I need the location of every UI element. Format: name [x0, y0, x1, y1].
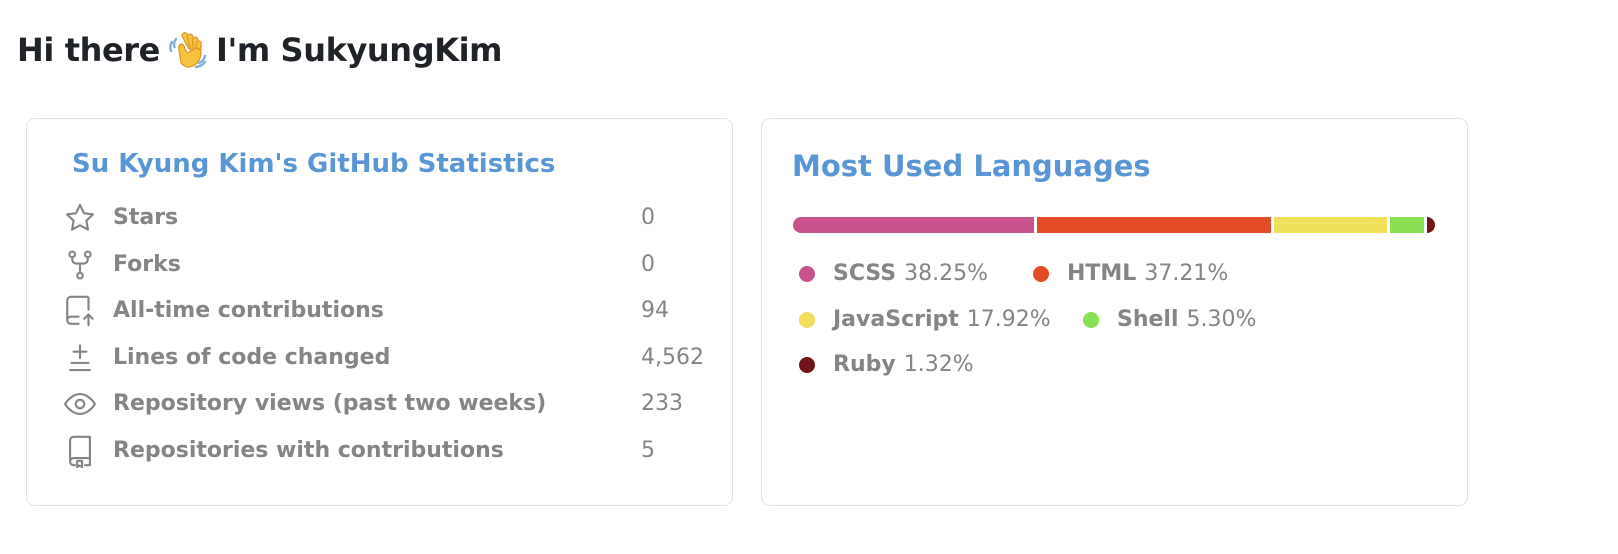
stat-value: 4,562	[641, 345, 704, 370]
language-progress-bar	[793, 217, 1435, 233]
stat-value: 94	[641, 298, 669, 323]
stat-label: Repository views (past two weeks)	[113, 391, 547, 416]
language-color-dot	[1083, 311, 1099, 328]
language-color-dot	[799, 356, 815, 373]
page-heading: Hi there I'm SukyungKim	[17, 28, 503, 72]
stat-row-repositories: Repositories with contributions 5	[63, 432, 703, 472]
language-percent: 5.30%	[1186, 307, 1257, 332]
stat-row-lines-changed: Lines of code changed 4,562	[63, 339, 704, 379]
stats-card-title: Su Kyung Kim's GitHub Statistics	[72, 149, 556, 179]
diff-icon	[63, 341, 97, 375]
repo-icon	[63, 434, 97, 468]
stat-row-contributions: All-time contributions 94	[63, 292, 703, 332]
stat-label: Repositories with contributions	[113, 438, 504, 463]
language-segment-javascript	[1271, 217, 1388, 233]
stat-value: 0	[641, 252, 655, 277]
language-item-html: HTML 37.21%	[1033, 261, 1228, 286]
language-color-dot	[1033, 265, 1049, 282]
github-statistics-card: Su Kyung Kim's GitHub Statistics Stars 0…	[26, 118, 733, 506]
stat-value: 0	[641, 205, 655, 230]
language-color-dot	[799, 311, 815, 328]
language-name: SCSS	[833, 261, 897, 286]
language-segment-ruby	[1423, 217, 1435, 233]
heading-greeting: Hi there	[17, 31, 160, 69]
language-name: Ruby	[833, 352, 896, 377]
stat-value: 233	[641, 391, 683, 416]
language-name: JavaScript	[833, 307, 959, 332]
stat-label: Lines of code changed	[113, 345, 391, 370]
eye-icon	[63, 387, 97, 421]
stat-label: Forks	[113, 252, 181, 277]
star-icon	[63, 201, 97, 235]
stat-label: All-time contributions	[113, 298, 384, 323]
languages-card-title: Most Used Languages	[792, 149, 1151, 183]
language-item-shell: Shell 5.30%	[1083, 307, 1256, 332]
language-percent: 1.32%	[903, 352, 974, 377]
language-name: Shell	[1117, 307, 1179, 332]
language-color-dot	[799, 265, 815, 282]
language-segment-scss	[793, 217, 1034, 233]
stat-label: Stars	[113, 205, 179, 230]
stat-row-stars: Stars 0	[63, 199, 703, 239]
contributions-icon	[63, 294, 97, 328]
language-percent: 37.21%	[1144, 261, 1229, 286]
heading-name: I'm SukyungKim	[215, 31, 503, 69]
language-percent: 17.92%	[966, 307, 1051, 332]
stat-value: 5	[641, 438, 655, 463]
most-used-languages-card: Most Used Languages SCSS 38.25% HTML 37.…	[761, 118, 1468, 506]
stat-row-views: Repository views (past two weeks) 233	[63, 385, 703, 425]
waving-hand-icon	[166, 28, 210, 72]
language-item-ruby: Ruby 1.32%	[799, 352, 974, 377]
fork-icon	[63, 248, 97, 282]
language-name: HTML	[1067, 261, 1137, 286]
language-segment-shell	[1387, 217, 1424, 233]
language-segment-html	[1033, 217, 1272, 233]
language-percent: 38.25%	[904, 261, 988, 286]
stat-row-forks: Forks 0	[63, 246, 703, 286]
language-item-javascript: JavaScript 17.92%	[799, 307, 1051, 332]
language-item-scss: SCSS 38.25%	[799, 261, 988, 286]
